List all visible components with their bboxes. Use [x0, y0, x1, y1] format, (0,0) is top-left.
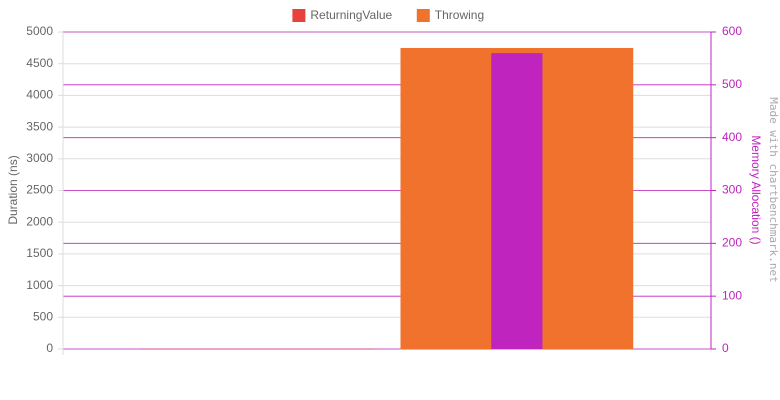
legend-label: Throwing [435, 8, 484, 22]
y2-tick-label: 300 [722, 183, 742, 197]
y2-tick-label: 100 [722, 288, 742, 302]
y-tick-label: 4000 [26, 88, 53, 102]
y2-tick-label: 500 [722, 77, 742, 91]
allocation-bar [491, 53, 543, 350]
y-tick-label: 1500 [26, 246, 53, 260]
bar [140, 348, 374, 350]
y2-tick-label: 400 [722, 130, 742, 144]
y2-tick-label: 200 [722, 236, 742, 250]
y2-axis-label: Memory Allocation () [749, 135, 763, 244]
legend-swatch [416, 9, 430, 22]
y-tick-label: 500 [33, 309, 53, 323]
y-tick-label: 3500 [26, 119, 53, 133]
y-tick-label: 1000 [26, 278, 53, 292]
y-tick-label: 0 [46, 341, 53, 355]
legend-swatch [292, 9, 306, 22]
y-axis-label: Duration (ns) [6, 155, 20, 224]
y-tick-label: 5000 [26, 24, 53, 38]
watermark: Made with chartbenchmark.net [767, 97, 780, 282]
y2-tick-label: 600 [722, 24, 742, 38]
y2-tick-label: 0 [722, 341, 729, 355]
y-tick-label: 2000 [26, 214, 53, 228]
legend-label: ReturningValue [310, 8, 392, 22]
y-tick-label: 4500 [26, 56, 53, 70]
y-tick-label: 3000 [26, 151, 53, 165]
y-tick-label: 2500 [26, 183, 53, 197]
